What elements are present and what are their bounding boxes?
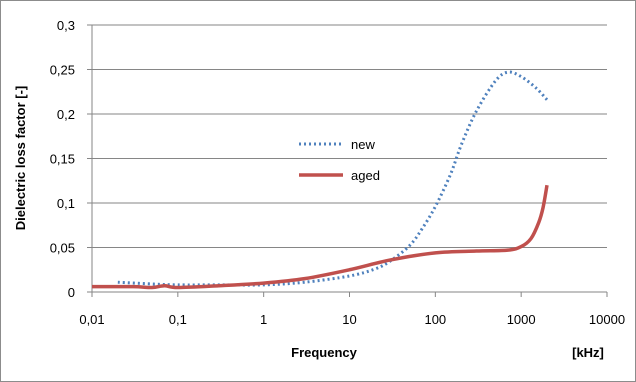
y-tick-label: 0,15 [50, 152, 75, 167]
x-tick-label: 10000 [589, 312, 625, 327]
x-tick-label: 10 [342, 312, 356, 327]
y-ticks: 0 0,05 0,1 0,15 0,2 0,25 0,3 [50, 18, 92, 300]
x-axis-unit: [kHz] [572, 345, 604, 360]
x-ticks: 0,01 0,1 1 10 100 1000 10000 [79, 292, 625, 327]
y-tick-label: 0,05 [50, 241, 75, 256]
legend-label-aged: aged [351, 168, 380, 183]
legend-entry-aged: aged [299, 168, 380, 183]
x-tick-label: 1000 [507, 312, 536, 327]
series-line-new [118, 72, 547, 285]
y-tick-label: 0,1 [57, 196, 75, 211]
series-layer [92, 72, 547, 288]
legend-entry-new: new [299, 137, 375, 152]
y-tick-label: 0,3 [57, 18, 75, 33]
legend: new aged [299, 137, 380, 183]
x-tick-label: 100 [424, 312, 446, 327]
gridlines [92, 25, 607, 248]
y-tick-label: 0,25 [50, 63, 75, 78]
x-tick-label: 0,1 [169, 312, 187, 327]
y-tick-label: 0 [68, 285, 75, 300]
series-line-aged [92, 185, 547, 287]
x-tick-label: 0,01 [79, 312, 104, 327]
y-axis-title: Dielectric loss factor [-] [13, 86, 28, 231]
y-tick-label: 0,2 [57, 107, 75, 122]
x-axis-title: Frequency [291, 345, 358, 360]
legend-label-new: new [351, 137, 375, 152]
x-tick-label: 1 [260, 312, 267, 327]
